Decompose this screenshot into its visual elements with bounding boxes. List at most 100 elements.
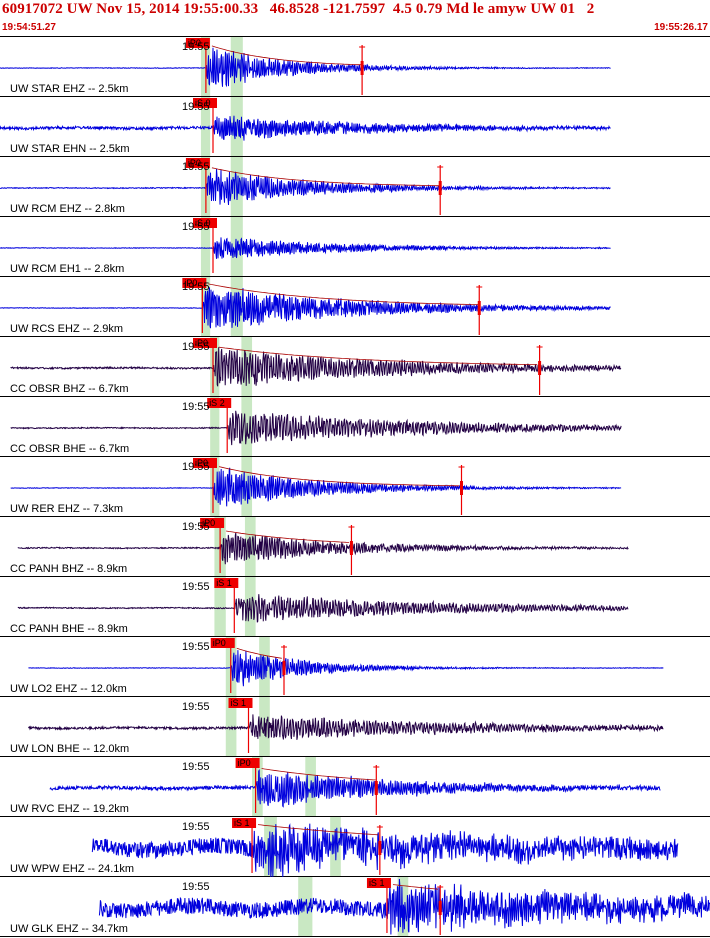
pick-label: iP0 [188, 158, 201, 168]
waveform [28, 650, 664, 687]
coda-marker-block [538, 361, 542, 375]
waveform [10, 347, 622, 387]
waveform [17, 594, 629, 623]
station-label: UW RCS EHZ -- 2.9km [10, 323, 123, 335]
pick-label: iS 0 [195, 98, 211, 108]
waveform [49, 769, 661, 808]
waveform [0, 168, 611, 206]
station-label: UW STAR EHN -- 2.5km [10, 143, 130, 155]
event-header: 60917072 UW Nov 15, 2014 19:55:00.33 46.… [0, 0, 710, 37]
trace-panel: iS 219:55 CC OBSR BHE -- 6.7km [0, 398, 710, 457]
pick-label-box [185, 158, 210, 168]
pick-label-box [366, 878, 391, 888]
time-tick-label: 19:55 [182, 821, 210, 833]
pick-label-box [214, 578, 239, 588]
station-label: UW WPW EHZ -- 24.1km [10, 863, 134, 875]
pick-label-box [235, 758, 260, 768]
time-tick-label: 19:55 [182, 101, 210, 113]
pick-window [200, 217, 211, 276]
coda-curve [218, 466, 459, 487]
trace-panel: iS 1 19:55 CC PANH BHE -- 8.9km [0, 578, 710, 637]
coda-marker-block [374, 781, 378, 795]
time-tick-label: 19:55 [182, 461, 210, 473]
station-label: UW GLK EHZ -- 34.7km [10, 923, 128, 935]
pick-label-box [193, 338, 217, 348]
coda-marker-block [477, 301, 481, 315]
pick-window [210, 397, 220, 456]
trace-panel: iS 019:55 UW RCM EH1 -- 2.8km [0, 218, 710, 277]
waveform [91, 823, 679, 878]
pick-window [298, 877, 313, 936]
coda-curve [218, 346, 538, 366]
pick-label-box [193, 458, 217, 468]
waveform [10, 410, 622, 446]
station-label: CC OBSR BHE -- 6.7km [10, 443, 129, 455]
trace-panel: iS 1 19:55 UW LON BHE -- 12.0km [0, 698, 710, 757]
waveform [10, 467, 622, 507]
coda-curve [208, 283, 479, 305]
trace-panel: iS 019:55 UW STAR EHN -- 2.5km [0, 98, 710, 157]
time-tick-label: 19:55 [182, 581, 210, 593]
time-tick-label: 19:55 [182, 641, 210, 653]
time-tick-label: 19:55 [182, 221, 210, 233]
time-tick-label: 19:55 [182, 401, 210, 413]
coda-marker-block [438, 181, 442, 195]
time-tick-label: 19:55 [182, 281, 210, 293]
pick-window [210, 337, 220, 396]
coda-marker-block [360, 61, 364, 75]
pick-window [225, 697, 237, 756]
waveform [0, 47, 611, 88]
time-tick-label: 19:55 [182, 701, 210, 713]
pick-label-box [210, 638, 235, 648]
trace-panel: iP0 19:55 UW RVC EHZ -- 19.2km [0, 758, 710, 817]
waveform [98, 878, 710, 935]
pick-label-box [185, 38, 210, 48]
coda-curve [211, 167, 440, 187]
waveform [0, 287, 611, 329]
coda-curve [236, 647, 282, 659]
pick-label: iP0 [195, 458, 208, 468]
start-time-label: 19:54:51.27 [2, 22, 56, 33]
coda-curve [261, 768, 376, 781]
pick-label: iS 2 [209, 398, 225, 408]
pick-label-box [182, 278, 207, 288]
coda-curve [392, 884, 439, 890]
station-label: CC PANH BHZ -- 8.9km [10, 563, 127, 575]
pick-label-box [193, 218, 217, 228]
time-tick-label: 19:55 [182, 521, 210, 533]
station-label: UW STAR EHZ -- 2.5km [10, 83, 128, 95]
station-label: UW LON BHE -- 12.0km [10, 743, 129, 755]
pick-label: iP0 [238, 758, 251, 768]
time-tick-label: 19:55 [182, 761, 210, 773]
end-time-label: 19:55:26.17 [654, 22, 708, 33]
station-label: CC PANH BHE -- 8.9km [10, 623, 128, 635]
pick-label: iS 0 [195, 218, 211, 228]
station-label: UW RER EHZ -- 7.3km [10, 503, 123, 515]
trace-panel: iS 1 19:55 UW WPW EHZ -- 24.1km [0, 818, 710, 878]
time-tick-label: 19:55 [182, 41, 210, 53]
waveform [0, 115, 611, 141]
coda-marker-block [282, 661, 286, 675]
station-label: UW LO2 EHZ -- 12.0km [10, 683, 127, 695]
pick-label: iS 1 [369, 878, 385, 888]
pick-label-box [193, 98, 217, 108]
station-label: UW RCM EH1 -- 2.8km [10, 263, 124, 275]
pick-label-box [232, 818, 257, 828]
waveform [0, 237, 611, 259]
time-tick-label: 19:55 [182, 341, 210, 353]
station-label: UW RVC EHZ -- 19.2km [10, 803, 129, 815]
pick-label: iP0 [188, 38, 201, 48]
pick-label: iP0 [184, 278, 197, 288]
pick-label-box [207, 398, 232, 408]
pick-label: iS 1 [234, 818, 250, 828]
pick-label-box [200, 518, 225, 528]
